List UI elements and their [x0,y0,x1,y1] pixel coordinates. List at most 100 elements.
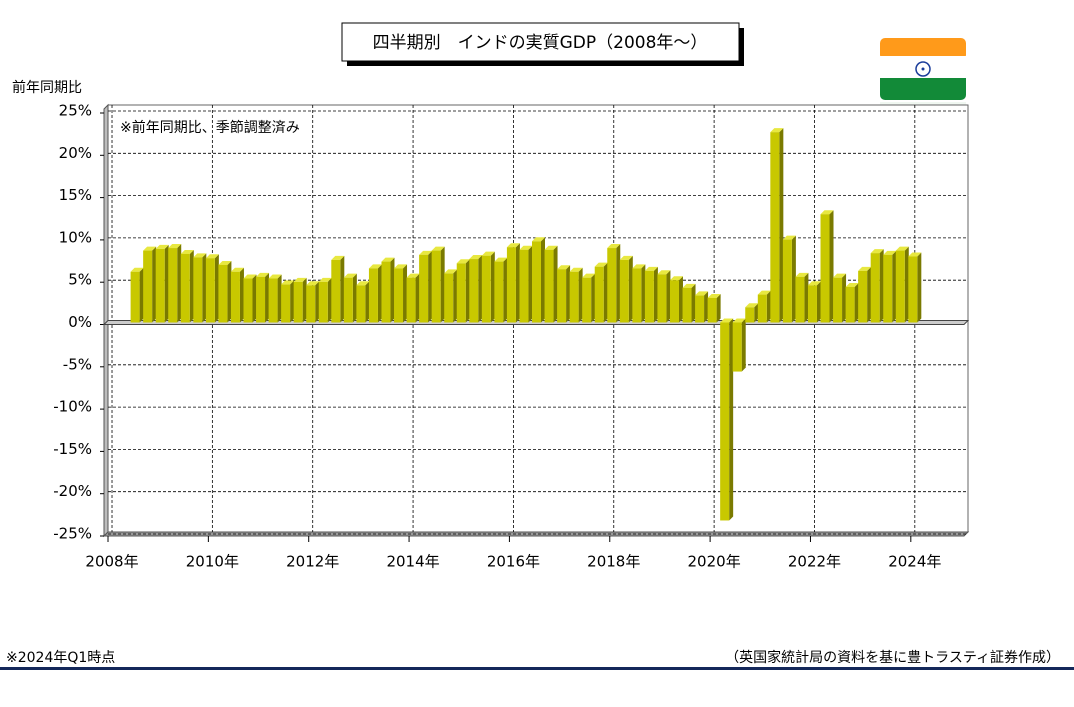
bar-top [356,281,370,286]
bar [469,259,479,323]
bar-side [616,244,621,323]
y-tick-label: 25% [59,102,92,120]
bar [318,281,328,323]
x-tick-label: 2014年 [386,553,439,571]
bar-side [804,272,809,323]
bar-top [318,277,332,282]
bar-side [729,318,734,521]
flag [880,38,966,116]
bar-side [315,281,320,323]
bar [594,266,604,323]
bar-side [290,280,295,323]
bar-top [682,283,696,288]
bar-top [632,264,646,269]
bar-side [352,273,357,323]
bar-side [578,267,583,323]
bar-top [582,273,596,278]
bar [368,268,378,323]
bar-top [343,273,357,278]
bar-top [732,318,746,323]
bar-top [657,270,671,275]
bar-top [795,272,809,277]
bar-top [256,272,270,277]
bar-side [340,255,345,323]
bar [682,287,692,323]
bar [732,322,742,372]
bar-side [453,269,458,323]
bar [155,248,165,323]
y-tick-label: -15% [53,440,92,458]
x-tick-label: 2012年 [286,553,339,571]
bar-side [277,274,282,323]
bar-top [381,257,395,262]
bar-side [139,267,144,323]
y-tick-label: -5% [63,355,92,373]
bar [644,270,654,323]
bar-side [403,264,408,323]
bar [130,271,140,323]
bar-top [331,255,345,260]
bar-top [669,276,683,281]
bar-side [302,277,307,323]
bar-top [695,291,709,296]
bar-top [833,273,847,278]
bar [481,255,491,323]
bar-top [532,237,546,242]
bar-side [766,290,771,323]
bar [230,271,240,323]
bar-side [365,281,370,323]
bar-top [607,244,621,249]
y-tick-label: -10% [53,398,92,416]
bar-top [444,269,458,274]
bar-top [557,265,571,270]
bar-top [870,249,884,254]
source: （英国家統計局の資料を基に豊トラスティ証券作成） [725,649,1060,666]
bar [669,280,679,323]
x-tick-label: 2008年 [85,553,138,571]
bar [757,294,767,323]
bar-side [177,244,182,323]
bar-top [569,267,583,272]
bar-side [528,245,533,323]
bar [268,278,278,323]
chart-title: 四半期別 インドの実質GDP（2008年～） [373,33,708,53]
bar-side [566,265,571,323]
bar-side [842,273,847,323]
bar-top [594,262,608,267]
bar-top [193,253,207,258]
bar-side [591,273,596,323]
bar-side [490,251,495,323]
bar [306,285,316,323]
bar-side [628,255,633,323]
bar-side [503,257,508,323]
bar-top [456,259,470,264]
bar-side [465,259,470,323]
bar [494,261,504,323]
bar [331,259,341,323]
bar-side [227,260,232,323]
bar [695,295,705,323]
bar-top [168,244,182,249]
bar-top [268,274,282,279]
bar-side [515,243,520,323]
bar-top [130,267,144,272]
bar [506,247,516,323]
bar [293,281,303,323]
bar-side [741,318,746,372]
bar [281,284,291,323]
bar [444,273,454,323]
bar-side [164,244,169,323]
bar-top [544,245,558,250]
bar-side [428,250,433,323]
bar [657,274,667,323]
bar-top [644,266,658,271]
bar-top [281,280,295,285]
y-tick-label: 0% [68,313,92,331]
bar-top [770,128,784,133]
bar-top [494,257,508,262]
bar-top [431,246,445,251]
bar [607,248,617,323]
bar-side [653,266,658,323]
bar-side [541,237,546,323]
bar-side [202,253,207,323]
